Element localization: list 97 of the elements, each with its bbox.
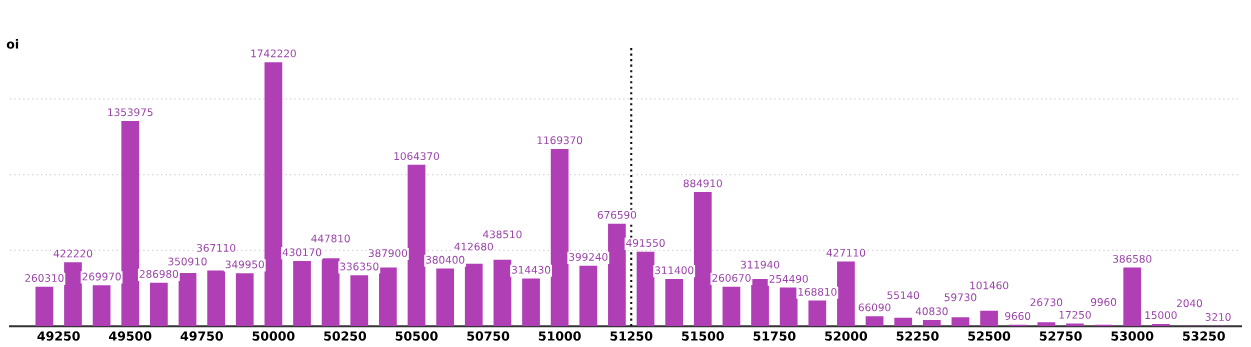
bar [865, 316, 884, 327]
data-label: 350910 [168, 257, 207, 266]
data-label: 168810 [798, 287, 837, 296]
bar [379, 267, 397, 327]
x-tick-label: 52250 [896, 331, 939, 341]
y-axis-title: oi [6, 39, 19, 49]
bar [264, 62, 283, 327]
bar [207, 270, 225, 327]
bar [779, 287, 798, 327]
data-label: 676590 [597, 210, 637, 219]
x-tick-label: 52750 [1039, 331, 1082, 341]
bar [579, 265, 598, 327]
bar [293, 260, 311, 327]
bar [894, 317, 913, 327]
data-label: 254490 [769, 274, 808, 283]
data-label: 491550 [626, 239, 665, 247]
data-label: 430170 [282, 248, 322, 257]
bar [235, 273, 254, 327]
bar [722, 286, 741, 327]
data-label: 55140 [887, 291, 920, 300]
bar [1123, 267, 1142, 327]
data-label: 412680 [454, 242, 493, 251]
bar [92, 285, 111, 327]
data-label: 386580 [1113, 254, 1152, 263]
x-tick-label: 50000 [252, 331, 295, 341]
data-label: 9660 [1005, 312, 1031, 320]
x-tick-label: 50500 [395, 331, 438, 341]
bar [1151, 323, 1170, 327]
bar [436, 268, 455, 327]
bar [522, 278, 540, 327]
x-tick-label: 53250 [1183, 331, 1225, 341]
bar [980, 310, 998, 327]
data-label: 427110 [826, 248, 866, 257]
bar [493, 259, 512, 327]
bar [35, 286, 54, 327]
data-label: 349950 [225, 260, 264, 269]
x-tick-label: 51250 [610, 331, 653, 341]
data-label: 399240 [569, 253, 608, 261]
x-tick-label: 53000 [1111, 331, 1154, 341]
data-label: 367110 [197, 243, 236, 252]
data-label: 269970 [82, 272, 121, 281]
data-label: 260310 [25, 274, 64, 282]
bar [636, 251, 655, 327]
bar [1037, 322, 1056, 327]
data-label: 1353975 [108, 108, 153, 117]
data-label: 447810 [311, 234, 350, 243]
data-label: 3210 [1205, 313, 1231, 321]
bar [64, 262, 82, 327]
data-label: 1742220 [251, 49, 296, 58]
bar [350, 275, 369, 327]
bar [178, 273, 197, 327]
bar [608, 223, 626, 327]
bar [922, 319, 941, 327]
bar [751, 278, 769, 327]
x-tick-label: 52500 [968, 331, 1011, 341]
data-label: 1064370 [394, 152, 440, 161]
data-label: 311940 [740, 260, 780, 269]
data-label: 2040 [1176, 299, 1203, 308]
bar [121, 120, 140, 327]
data-label: 336350 [340, 262, 379, 271]
x-tick-label: 51750 [753, 331, 796, 341]
data-label: 59730 [944, 293, 977, 302]
x-tick-label: 49250 [37, 331, 80, 341]
data-label: 314430 [511, 265, 551, 274]
bar [665, 278, 684, 327]
x-tick-label: 50250 [324, 331, 367, 341]
x-tick-label: 49750 [180, 331, 223, 341]
data-label: 101460 [970, 281, 1009, 290]
data-label: 1169370 [537, 136, 583, 145]
data-label: 9960 [1090, 298, 1117, 306]
bar [951, 317, 970, 327]
bar [693, 192, 712, 327]
x-tick-label: 51000 [538, 331, 581, 341]
data-label: 438510 [483, 230, 522, 239]
x-tick-label: 51500 [682, 331, 724, 341]
data-label: 66090 [858, 303, 891, 312]
data-label: 260670 [712, 274, 751, 282]
x-tick-label: 50750 [467, 331, 510, 341]
data-label: 17250 [1059, 310, 1091, 319]
x-tick-label: 49500 [109, 331, 152, 341]
data-label: 422220 [53, 249, 93, 258]
data-label: 380400 [426, 255, 465, 264]
x-tick-label: 52000 [825, 331, 868, 341]
data-label: 884910 [683, 179, 722, 188]
bar [321, 258, 340, 327]
bar [808, 300, 827, 327]
data-label: 26730 [1030, 298, 1063, 307]
bar [464, 263, 483, 327]
bar [837, 261, 855, 327]
data-label: 40830 [915, 307, 948, 316]
data-label: 311400 [655, 266, 694, 275]
data-label: 286980 [139, 270, 179, 278]
data-label: 387900 [368, 249, 408, 258]
bar [550, 148, 569, 327]
bar [150, 282, 168, 327]
bar [407, 164, 426, 327]
data-label: 15000 [1145, 311, 1177, 320]
